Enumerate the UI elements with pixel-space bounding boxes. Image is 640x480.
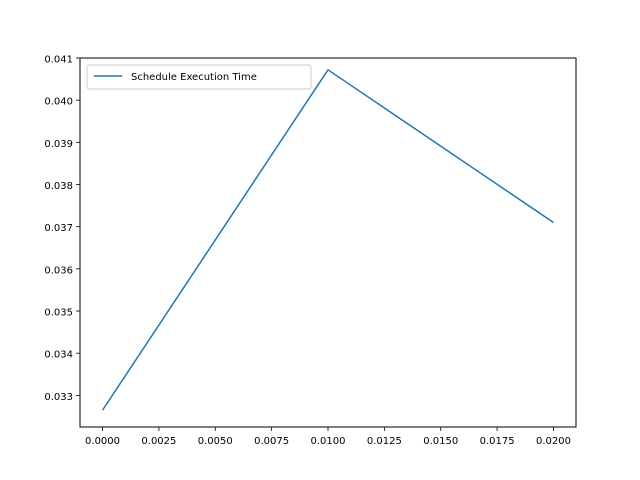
x-tick-label: 0.0125	[367, 436, 402, 447]
x-tick-label: 0.0050	[198, 436, 233, 447]
legend-label: Schedule Execution Time	[131, 72, 257, 83]
x-axis-ticks: 0.0000 0.0025 0.0050 0.0075 0.0100 0.0125 0.01…	[85, 427, 571, 447]
x-tick-label: 0.0025	[141, 436, 176, 447]
x-tick-label: 0.0100	[311, 436, 346, 447]
y-tick-label: 0.040	[44, 97, 73, 108]
y-tick-label: 0.038	[44, 181, 73, 192]
plot-frame	[79, 57, 577, 428]
y-tick-label: 0.034	[44, 350, 73, 361]
y-tick-label: 0.035	[44, 308, 73, 319]
y-tick-label: 0.033	[44, 392, 73, 403]
series-layer	[101, 69, 554, 411]
x-tick-label: 0.0075	[254, 436, 289, 447]
x-tick-label: 0.0200	[536, 436, 571, 447]
y-tick-label: 0.036	[44, 265, 73, 276]
legend-box	[86, 64, 312, 90]
plot-area	[80, 58, 576, 427]
x-tick-label: 0.0150	[423, 436, 458, 447]
legend: Schedule Execution Time	[86, 64, 312, 90]
y-tick-label: 0.041	[44, 55, 73, 66]
x-tick-label: 0.0000	[85, 436, 120, 447]
y-tick-label: 0.039	[44, 139, 73, 150]
y-axis-ticks: 0.033 0.034 0.035 0.036 0.037 0.038 0.039 0.040…	[44, 55, 80, 403]
x-tick-label: 0.0175	[480, 436, 515, 447]
y-tick-label: 0.037	[44, 223, 73, 234]
